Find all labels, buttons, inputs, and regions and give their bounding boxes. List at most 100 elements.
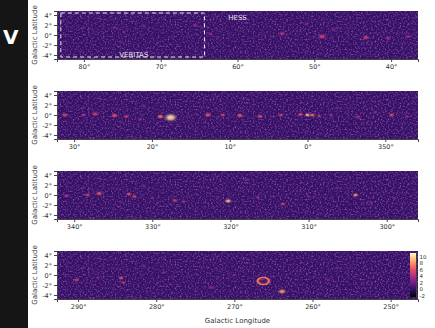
source — [352, 193, 360, 198]
y-axis-title: Galactic Latitude — [31, 5, 39, 64]
slide-background — [0, 0, 28, 328]
y-tick-label: 2° — [45, 102, 52, 110]
x-tick-label: 310° — [301, 223, 317, 231]
plot-area — [57, 171, 418, 219]
panel: 340°330°320°310°300°-4°-2°0°2°4°Galactic… — [31, 165, 419, 230]
plot-area — [57, 91, 418, 139]
x-tick-mark — [152, 139, 153, 142]
x-tick-label: 40° — [386, 63, 398, 71]
colorbar-tick-mark — [416, 295, 418, 296]
colorbar-axis-line — [417, 254, 419, 298]
colorbar — [410, 253, 416, 297]
y-tick-mark — [54, 55, 57, 56]
source-ring — [255, 276, 271, 286]
source — [317, 33, 328, 40]
x-tick-label: 30° — [69, 143, 81, 151]
source — [130, 194, 138, 199]
colorbar-tick-mark — [416, 282, 418, 283]
y-tick: 2° — [45, 22, 57, 30]
source — [256, 114, 264, 119]
y-tick: 4° — [45, 172, 57, 180]
y-tick: 0° — [45, 32, 57, 40]
x-tick: 60° — [232, 59, 244, 71]
source — [161, 271, 167, 275]
colorbar-tick: 2 — [416, 280, 423, 286]
colorbar-tick-mark — [416, 276, 418, 277]
source — [297, 112, 305, 117]
x-axis: 80° 70° 60° 50° 40° — [58, 59, 419, 71]
x-tick-mark — [391, 59, 392, 62]
x-tick-mark — [313, 299, 314, 302]
x-axis-line — [58, 140, 419, 143]
y-tick-mark — [54, 285, 57, 286]
map-background — [57, 91, 418, 139]
x-tick-mark — [385, 139, 386, 142]
colorbar-tick-mark — [416, 263, 418, 264]
source — [361, 35, 370, 41]
source — [95, 276, 101, 280]
source — [243, 178, 249, 182]
x-tick-label: 250° — [383, 303, 399, 311]
source — [162, 112, 179, 123]
y-tick: -2° — [42, 282, 57, 290]
x-tick-label: 50° — [309, 63, 321, 71]
source — [120, 281, 126, 285]
x-tick-label: 70° — [155, 63, 167, 71]
source — [180, 200, 186, 204]
source — [388, 113, 396, 118]
x-tick: 320° — [223, 219, 239, 231]
map-background — [57, 11, 418, 59]
x-tick: 30° — [69, 139, 81, 151]
source — [308, 113, 316, 118]
noise-texture — [57, 11, 418, 59]
source — [372, 110, 378, 114]
x-tick: 310° — [301, 219, 317, 231]
x-tick-mark — [309, 219, 310, 222]
source — [110, 113, 119, 119]
x-tick-label: 300° — [379, 223, 395, 231]
y-tick: -4° — [42, 132, 57, 140]
y-tick-label: 0° — [45, 192, 52, 200]
y-axis-line — [54, 92, 58, 140]
x-axis: 340°330°320°310°300° — [58, 219, 419, 231]
y-axis-title: Galactic Latitude — [31, 85, 39, 144]
colorbar-tick: 6 — [416, 267, 424, 273]
colorbar-tick-label: 10 — [420, 254, 427, 260]
x-tick-label: 0° — [304, 143, 311, 151]
x-tick-label: 10° — [224, 143, 236, 151]
y-tick-label: -2° — [42, 202, 52, 210]
y-axis: -4°-2°0°2°4° — [42, 252, 57, 300]
x-tick-label: 260° — [305, 303, 321, 311]
y-tick-label: -4° — [42, 212, 52, 220]
source — [223, 198, 232, 204]
y-tick-label: -4° — [42, 52, 52, 60]
x-tick-label: 280° — [149, 303, 165, 311]
y-tick-mark — [54, 215, 57, 216]
x-axis: 30°20°10°0°350° — [58, 139, 419, 151]
colorbar-tick-mark — [416, 289, 418, 290]
y-tick: 4° — [45, 252, 57, 260]
y-tick: -2° — [42, 42, 57, 50]
x-tick: 270° — [227, 299, 243, 311]
x-tick-mark — [84, 59, 85, 62]
x-tick-mark — [314, 59, 315, 62]
x-tick-label: 350° — [378, 143, 394, 151]
y-tick-label: 0° — [45, 32, 52, 40]
y-tick-mark — [54, 265, 57, 266]
colorbar-tick: -2 — [416, 293, 425, 299]
y-tick-label: 4° — [45, 252, 52, 260]
x-tick: 40° — [386, 59, 398, 71]
x-tick-label: 80° — [79, 63, 91, 71]
y-tick-label: -2° — [42, 42, 52, 50]
panel: 290°280°270°260°250°-4°-2°0°2°4°Galactic… — [31, 245, 427, 310]
y-tick-mark — [54, 105, 57, 106]
x-tick: 80° — [79, 59, 91, 71]
panel: HESSVERITAS80°70°60°50°40°-4°-2°0°2°4°Ga… — [31, 5, 419, 70]
noise-texture — [57, 171, 418, 219]
y-axis: -4° -2° 0° 2° 4° — [42, 12, 57, 60]
source — [90, 111, 99, 117]
y-tick: 4° — [45, 12, 57, 20]
x-tick-mark — [152, 219, 153, 222]
source — [137, 118, 143, 122]
y-tick-mark — [54, 205, 57, 206]
